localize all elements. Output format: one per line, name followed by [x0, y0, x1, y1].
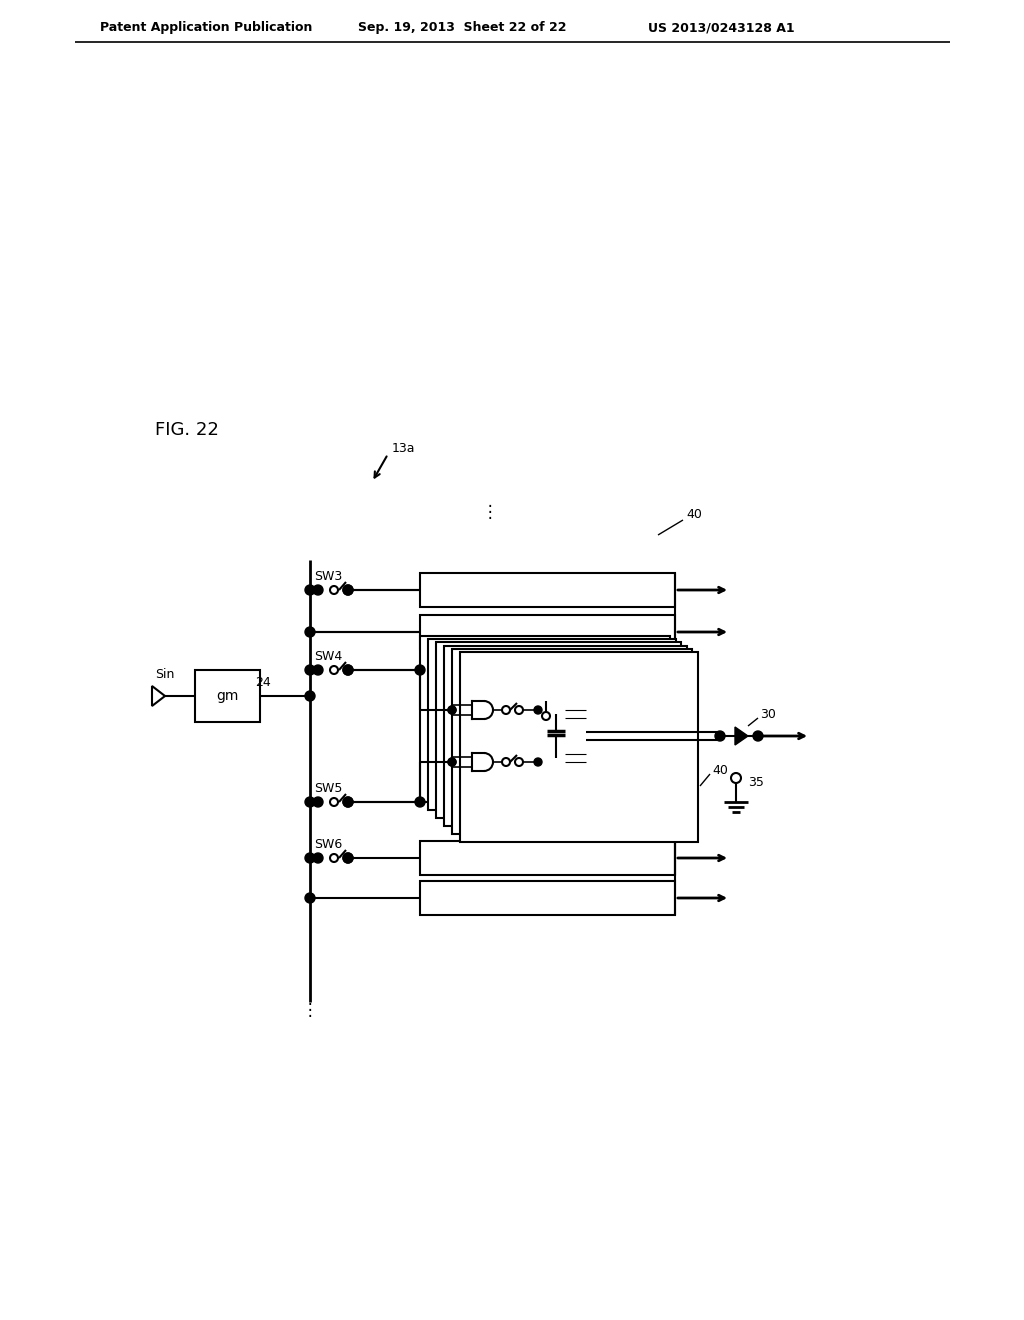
Text: SWsn: SWsn [428, 759, 453, 768]
Text: SW5: SW5 [314, 781, 342, 795]
Bar [428, 639, 676, 810]
Text: 35: 35 [748, 776, 764, 788]
Bar [420, 636, 670, 803]
Circle shape [534, 758, 542, 766]
Bar [420, 880, 675, 915]
Text: k0: k0 [474, 694, 485, 704]
Text: Sep. 19, 2013  Sheet 22 of 22: Sep. 19, 2013 Sheet 22 of 22 [358, 21, 566, 34]
Circle shape [515, 758, 523, 766]
Bar [460, 652, 698, 842]
Circle shape [731, 774, 741, 783]
Bar [436, 643, 681, 818]
Circle shape [330, 586, 338, 594]
Text: gm: gm [216, 689, 239, 704]
Circle shape [305, 894, 315, 903]
Text: ⋮: ⋮ [302, 1001, 318, 1019]
Circle shape [330, 854, 338, 862]
Text: 47: 47 [500, 693, 511, 702]
Circle shape [449, 758, 456, 766]
Circle shape [330, 799, 338, 807]
Circle shape [715, 731, 725, 741]
Circle shape [343, 665, 353, 675]
Text: SWsn-1: SWsn-1 [428, 708, 462, 717]
Circle shape [449, 706, 456, 714]
Text: Patent Application Publication: Patent Application Publication [100, 21, 312, 34]
Text: 40: 40 [712, 763, 728, 776]
Circle shape [343, 585, 353, 595]
Polygon shape [735, 727, 748, 744]
Circle shape [502, 758, 510, 766]
Text: 41: 41 [516, 693, 527, 702]
Text: 24: 24 [255, 676, 270, 689]
Circle shape [313, 797, 323, 807]
Text: ⋮: ⋮ [481, 503, 499, 521]
Circle shape [305, 797, 315, 807]
Text: 33: 33 [554, 711, 565, 721]
Text: Sin: Sin [156, 668, 175, 681]
Circle shape [343, 585, 353, 595]
Circle shape [313, 585, 323, 595]
Text: 48: 48 [500, 770, 511, 779]
Polygon shape [152, 686, 165, 706]
Text: US 2013/0243128 A1: US 2013/0243128 A1 [648, 21, 795, 34]
Bar [420, 615, 675, 649]
Circle shape [343, 797, 353, 807]
Circle shape [343, 665, 353, 675]
Bar [420, 841, 675, 875]
Circle shape [415, 665, 425, 675]
Text: Vcc: Vcc [542, 693, 558, 702]
Text: 13a: 13a [392, 441, 416, 454]
Circle shape [343, 853, 353, 863]
Circle shape [305, 665, 315, 675]
Circle shape [449, 706, 456, 714]
Circle shape [753, 731, 763, 741]
Text: k0: k0 [474, 747, 485, 755]
Circle shape [313, 853, 323, 863]
Text: 42: 42 [516, 746, 527, 755]
Circle shape [515, 706, 523, 714]
Circle shape [542, 711, 550, 719]
Text: FIG. 22: FIG. 22 [155, 421, 219, 440]
Circle shape [305, 627, 315, 638]
Circle shape [305, 853, 315, 863]
Circle shape [534, 706, 542, 714]
Text: 30: 30 [760, 708, 776, 721]
Circle shape [415, 797, 425, 807]
Circle shape [305, 690, 315, 701]
Bar [444, 645, 687, 826]
Bar [195, 671, 260, 722]
Text: 40: 40 [686, 507, 701, 520]
Circle shape [343, 853, 353, 863]
Circle shape [330, 667, 338, 675]
Circle shape [343, 797, 353, 807]
Text: SW6: SW6 [314, 837, 342, 850]
Circle shape [313, 665, 323, 675]
Text: SW3: SW3 [314, 569, 342, 582]
Circle shape [502, 706, 510, 714]
Bar [420, 573, 675, 607]
Circle shape [305, 585, 315, 595]
Circle shape [449, 758, 456, 766]
Text: SW4: SW4 [314, 649, 342, 663]
Bar [452, 649, 692, 834]
